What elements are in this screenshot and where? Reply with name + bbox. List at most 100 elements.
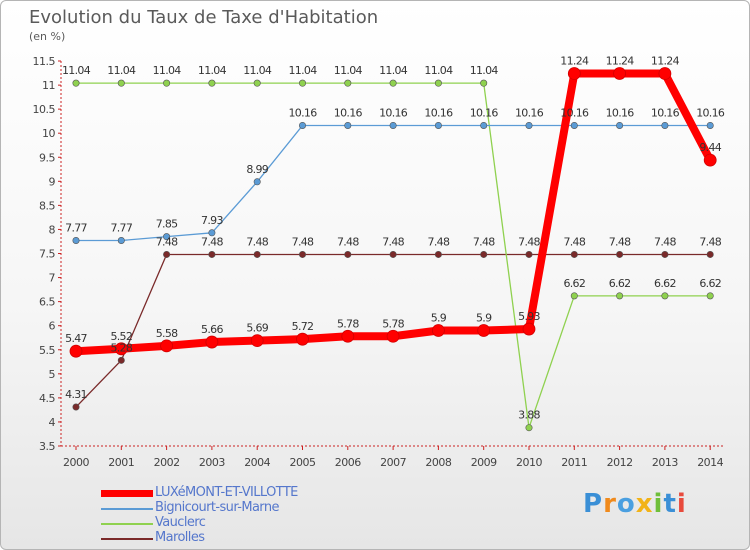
data-label: 10.16 <box>424 106 453 119</box>
data-point <box>163 233 171 241</box>
chart-subtitle: (en %) <box>29 30 66 43</box>
data-point <box>298 250 306 258</box>
data-label: 7.85 <box>156 218 178 231</box>
data-point <box>208 79 216 87</box>
chart-title: Evolution du Taux de Taxe d'Habitation <box>29 7 379 28</box>
data-label: 7.48 <box>473 235 495 248</box>
x-tick-label: 2009 <box>471 456 497 469</box>
data-label: 11.04 <box>334 64 363 77</box>
legend-label: Bignicourt-sur-Marne <box>155 500 279 515</box>
x-tick-label: 2002 <box>154 456 180 469</box>
data-label: 11.04 <box>198 64 227 77</box>
data-point <box>117 79 125 87</box>
data-point <box>570 250 578 258</box>
data-label: 8.99 <box>246 163 268 176</box>
data-label: 5.28 <box>110 341 132 354</box>
data-point <box>72 79 80 87</box>
data-label: 11.04 <box>289 64 318 77</box>
data-point <box>703 153 717 167</box>
data-label: 5.93 <box>518 310 540 323</box>
x-tick-label: 2000 <box>63 456 89 469</box>
data-label: 11.24 <box>651 55 680 68</box>
data-point <box>389 250 397 258</box>
data-label: 7.48 <box>246 235 268 248</box>
data-label: 11.04 <box>470 64 499 77</box>
data-label: 7.48 <box>337 235 359 248</box>
data-label: 10.16 <box>470 106 499 119</box>
data-point <box>616 250 624 258</box>
data-label: 7.48 <box>609 235 631 248</box>
y-tick-label: 6 <box>49 320 56 333</box>
data-label: 5.78 <box>337 317 359 330</box>
data-point <box>480 79 488 87</box>
proxiti-logo: Proxiti <box>583 489 687 519</box>
y-tick-label: 5.5 <box>39 344 55 357</box>
data-point <box>658 67 672 80</box>
data-point <box>341 329 355 343</box>
x-tick-label: 2006 <box>335 456 361 469</box>
data-label: 7.48 <box>654 235 676 248</box>
data-point <box>434 79 442 87</box>
legend-swatch-luxemont <box>101 490 153 497</box>
data-label: 7.48 <box>428 235 450 248</box>
data-point <box>163 79 171 87</box>
data-point <box>163 250 171 258</box>
data-point <box>706 292 714 300</box>
logo-letter: x <box>635 489 654 519</box>
data-point <box>208 250 216 258</box>
data-label: 7.48 <box>563 235 585 248</box>
axes: 3.5 4 4.5 5 5.5 6 6.5 7 7.5 8 8.5 9 9.5 10 10.5 11 11.5 2… <box>33 55 725 469</box>
data-point <box>386 329 400 343</box>
data-point <box>117 356 125 364</box>
legend-label: Vauclerc <box>155 515 206 530</box>
data-label: 5.72 <box>292 320 314 333</box>
x-tick-label: 2003 <box>199 456 225 469</box>
y-tick-label: 8.5 <box>39 199 55 212</box>
y-tick-label: 8 <box>49 223 56 236</box>
data-point <box>298 121 306 129</box>
data-label: 6.62 <box>609 277 631 290</box>
data-label: 11.04 <box>107 64 136 77</box>
data-point <box>661 292 669 300</box>
y-tick-label: 7.5 <box>39 248 55 261</box>
data-label: 6.62 <box>654 277 676 290</box>
legend-swatch-bignicourt <box>101 508 153 510</box>
y-tick-label: 3.5 <box>39 440 55 453</box>
y-tick-label: 9 <box>49 175 56 188</box>
data-labels: 4.31 5.28 7.48 7.48 7.48 7.48 7.48 7.48 7.48 7.48… <box>62 55 726 422</box>
x-tick-label: 2004 <box>244 456 270 469</box>
data-label: 11.04 <box>424 64 453 77</box>
data-point <box>344 121 352 129</box>
data-point <box>298 79 306 87</box>
x-tick-label: 2010 <box>516 456 542 469</box>
data-point <box>522 322 536 336</box>
logo-letter: t <box>663 489 677 519</box>
y-tick-label: 4.5 <box>39 392 55 405</box>
legend-label: Marolles <box>155 530 205 545</box>
y-tick-label: 5 <box>49 368 56 381</box>
logo-letter: i <box>653 489 664 519</box>
data-label: 5.69 <box>246 322 268 335</box>
data-label: 7.48 <box>156 235 178 248</box>
data-point <box>434 250 442 258</box>
data-label: 5.52 <box>110 330 132 343</box>
data-point <box>570 292 578 300</box>
data-point <box>72 237 80 245</box>
data-label: 10.16 <box>379 106 408 119</box>
data-label: 10.16 <box>289 106 318 119</box>
data-label: 3.88 <box>518 409 540 422</box>
x-tick-label: 2001 <box>108 456 134 469</box>
data-point <box>205 335 219 349</box>
data-point <box>72 403 80 411</box>
data-label: 4.31 <box>65 388 87 401</box>
data-label: 7.48 <box>201 235 223 248</box>
data-label: 7.48 <box>518 235 540 248</box>
data-point <box>69 344 83 358</box>
data-point <box>525 250 533 258</box>
data-label: 9.44 <box>699 141 721 154</box>
data-point <box>477 324 491 337</box>
data-label: 11.24 <box>560 55 589 68</box>
data-label: 11.04 <box>62 64 91 77</box>
x-tick-label: 2007 <box>380 456 406 469</box>
